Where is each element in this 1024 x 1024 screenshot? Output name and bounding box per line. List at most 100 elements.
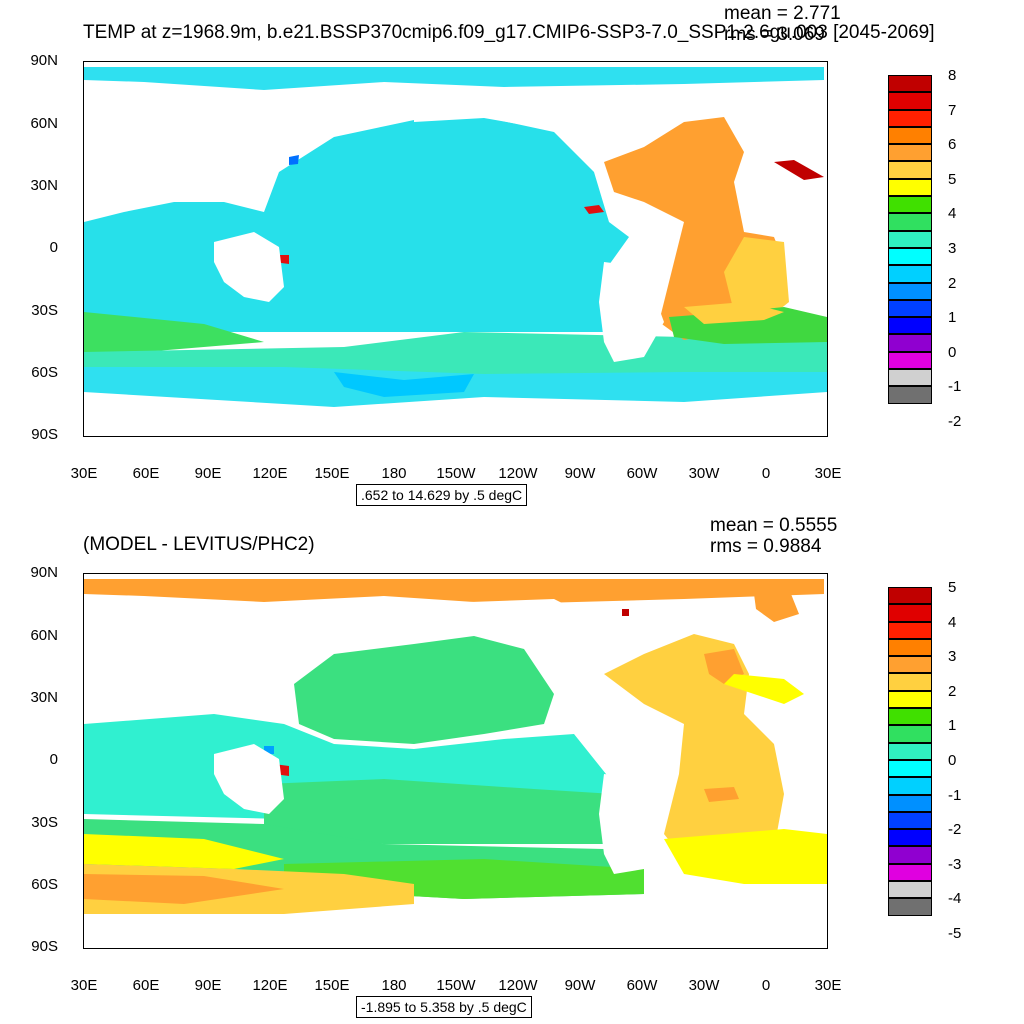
top-lat-label-90n: 90N (30, 52, 58, 69)
top-colorbar-label: 1 (948, 309, 957, 327)
bottom-lon-label: 60E (132, 977, 160, 994)
bottom-colorbar-label: -5 (948, 925, 962, 942)
top-colorbar-box (888, 109, 932, 127)
bottom-colorbar-label: 1 (948, 717, 957, 735)
bottom-colorbar-box (888, 742, 932, 760)
top-colorbar-box (888, 178, 932, 197)
bottom-lat-label-90n: 90N (30, 564, 58, 581)
bottom-colorbar-box (888, 656, 932, 674)
top-colorbar-label: 3 (948, 240, 957, 257)
bottom-lon-label: 60W (626, 977, 658, 994)
bottom-lon-label: 150W (436, 977, 476, 994)
bottom-rms: rms = 0.9884 (710, 536, 822, 557)
bottom-lon-label: 120W (498, 977, 538, 994)
top-colorbar-box (888, 161, 932, 179)
top-lon-label: 30E (70, 465, 98, 482)
top-colorbar-box (888, 265, 932, 283)
top-colorbar-box (888, 351, 932, 370)
top-colorbar-label: 7 (948, 101, 957, 119)
bottom-lat-label-60s: 60S (31, 876, 58, 893)
top-colorbar-label: 8 (948, 67, 957, 84)
top-colorbar-box (888, 299, 932, 318)
top-lon-label: 150W (436, 465, 476, 482)
top-colorbar-label: 0 (948, 343, 957, 361)
bottom-lat-label-60n: 60N (30, 627, 58, 644)
bottom-lon-label: 90E (194, 977, 222, 994)
top-lat-label-0: 0 (49, 239, 58, 256)
top-colorbar-box (888, 386, 932, 404)
bottom-lat-label-30n: 30N (30, 689, 58, 706)
top-colorbar-label: -1 (948, 378, 962, 396)
bottom-colorbar-box (888, 863, 932, 882)
top-lon-label: 60E (132, 465, 160, 482)
bottom-colorbar-label: -3 (948, 855, 962, 873)
top-colorbar-box (888, 196, 932, 214)
top-colorbar-label: 4 (948, 205, 957, 223)
bottom-colorbar-box (888, 777, 932, 795)
bottom-contour-info: -1.895 to 5.358 by .5 degC (356, 996, 532, 1018)
bottom-lat-label-90s: 90S (31, 938, 58, 955)
top-colorbar-label: 2 (948, 274, 957, 292)
top-colorbar-label: -2 (948, 413, 962, 430)
top-lat-label-60n: 60N (30, 115, 58, 132)
bottom-colorbar-label: 3 (948, 648, 957, 666)
top-colorbar-box (888, 317, 932, 335)
bottom-lon-label: 90W (564, 977, 596, 994)
bottom-lat-label-0: 0 (49, 751, 58, 768)
top-lat-label-90s: 90S (31, 426, 58, 443)
bottom-colorbar-box (888, 673, 932, 691)
bottom-colorbar (888, 587, 932, 916)
top-lon-label: 30E (814, 465, 842, 482)
bottom-colorbar-box (888, 621, 932, 639)
bottom-colorbar-box (888, 708, 932, 726)
top-lat-label-30n: 30N (30, 177, 58, 194)
bottom-colorbar-box (888, 898, 932, 916)
top-lon-label: 120W (498, 465, 538, 482)
bottom-lon-label: 30E (814, 977, 842, 994)
bottom-lon-label: 150E (314, 977, 350, 994)
top-panel: TEMP at z=1968.9m, b.e21.BSSP370cmip6.f0… (30, 3, 962, 506)
bottom-colorbar-label: 0 (948, 752, 957, 769)
top-colorbar-box (888, 126, 932, 145)
top-title: TEMP at z=1968.9m, b.e21.BSSP370cmip6.f0… (83, 22, 935, 43)
bottom-lon-label: 180 (381, 977, 407, 994)
bottom-colorbar-box (888, 690, 932, 709)
bottom-lon-label: 0 (761, 977, 771, 994)
bottom-lon-label: 30E (70, 977, 98, 994)
bottom-colorbar-box (888, 604, 932, 622)
top-colorbar-label: 6 (948, 136, 957, 154)
top-colorbar-label: 5 (948, 170, 957, 188)
top-colorbar-box (888, 92, 932, 110)
bottom-colorbar-label: 4 (948, 613, 957, 631)
bottom-lat-label-30s: 30S (31, 814, 58, 831)
bottom-colorbar-box (888, 829, 932, 847)
top-lon-label: 30W (688, 465, 720, 482)
top-lon-label: 90W (564, 465, 596, 482)
bottom-colorbar-label: -4 (948, 890, 962, 908)
top-colorbar-box (888, 144, 932, 162)
bottom-colorbar-box (888, 811, 932, 830)
top-colorbar-box (888, 230, 932, 248)
top-contour-info: .652 to 14.629 by .5 degC (356, 484, 528, 506)
bottom-lon-label: 30W (688, 977, 720, 994)
top-lon-label: 60W (626, 465, 658, 482)
top-colorbar-box (888, 282, 932, 300)
bottom-colorbar-box (888, 587, 932, 605)
bottom-colorbar-box (888, 725, 932, 743)
top-colorbar-box (888, 334, 932, 352)
top-lat-label-60s: 60S (31, 364, 58, 381)
top-map (83, 61, 828, 437)
bottom-colorbar-label: -1 (948, 786, 962, 804)
top-lon-label: 90E (194, 465, 222, 482)
top-map-ocean (84, 67, 827, 407)
top-colorbar-box (888, 247, 932, 266)
top-colorbar-box (888, 369, 932, 387)
top-colorbar-box (888, 213, 932, 231)
bottom-colorbar-label: 5 (948, 579, 957, 596)
bottom-colorbar-label: 2 (948, 682, 957, 700)
top-lon-label: 0 (761, 465, 771, 482)
bottom-colorbar-label: -2 (948, 821, 962, 839)
top-lon-label: 180 (381, 465, 407, 482)
bottom-colorbar-box (888, 846, 932, 864)
top-mean: mean = 2.771 (724, 3, 841, 24)
